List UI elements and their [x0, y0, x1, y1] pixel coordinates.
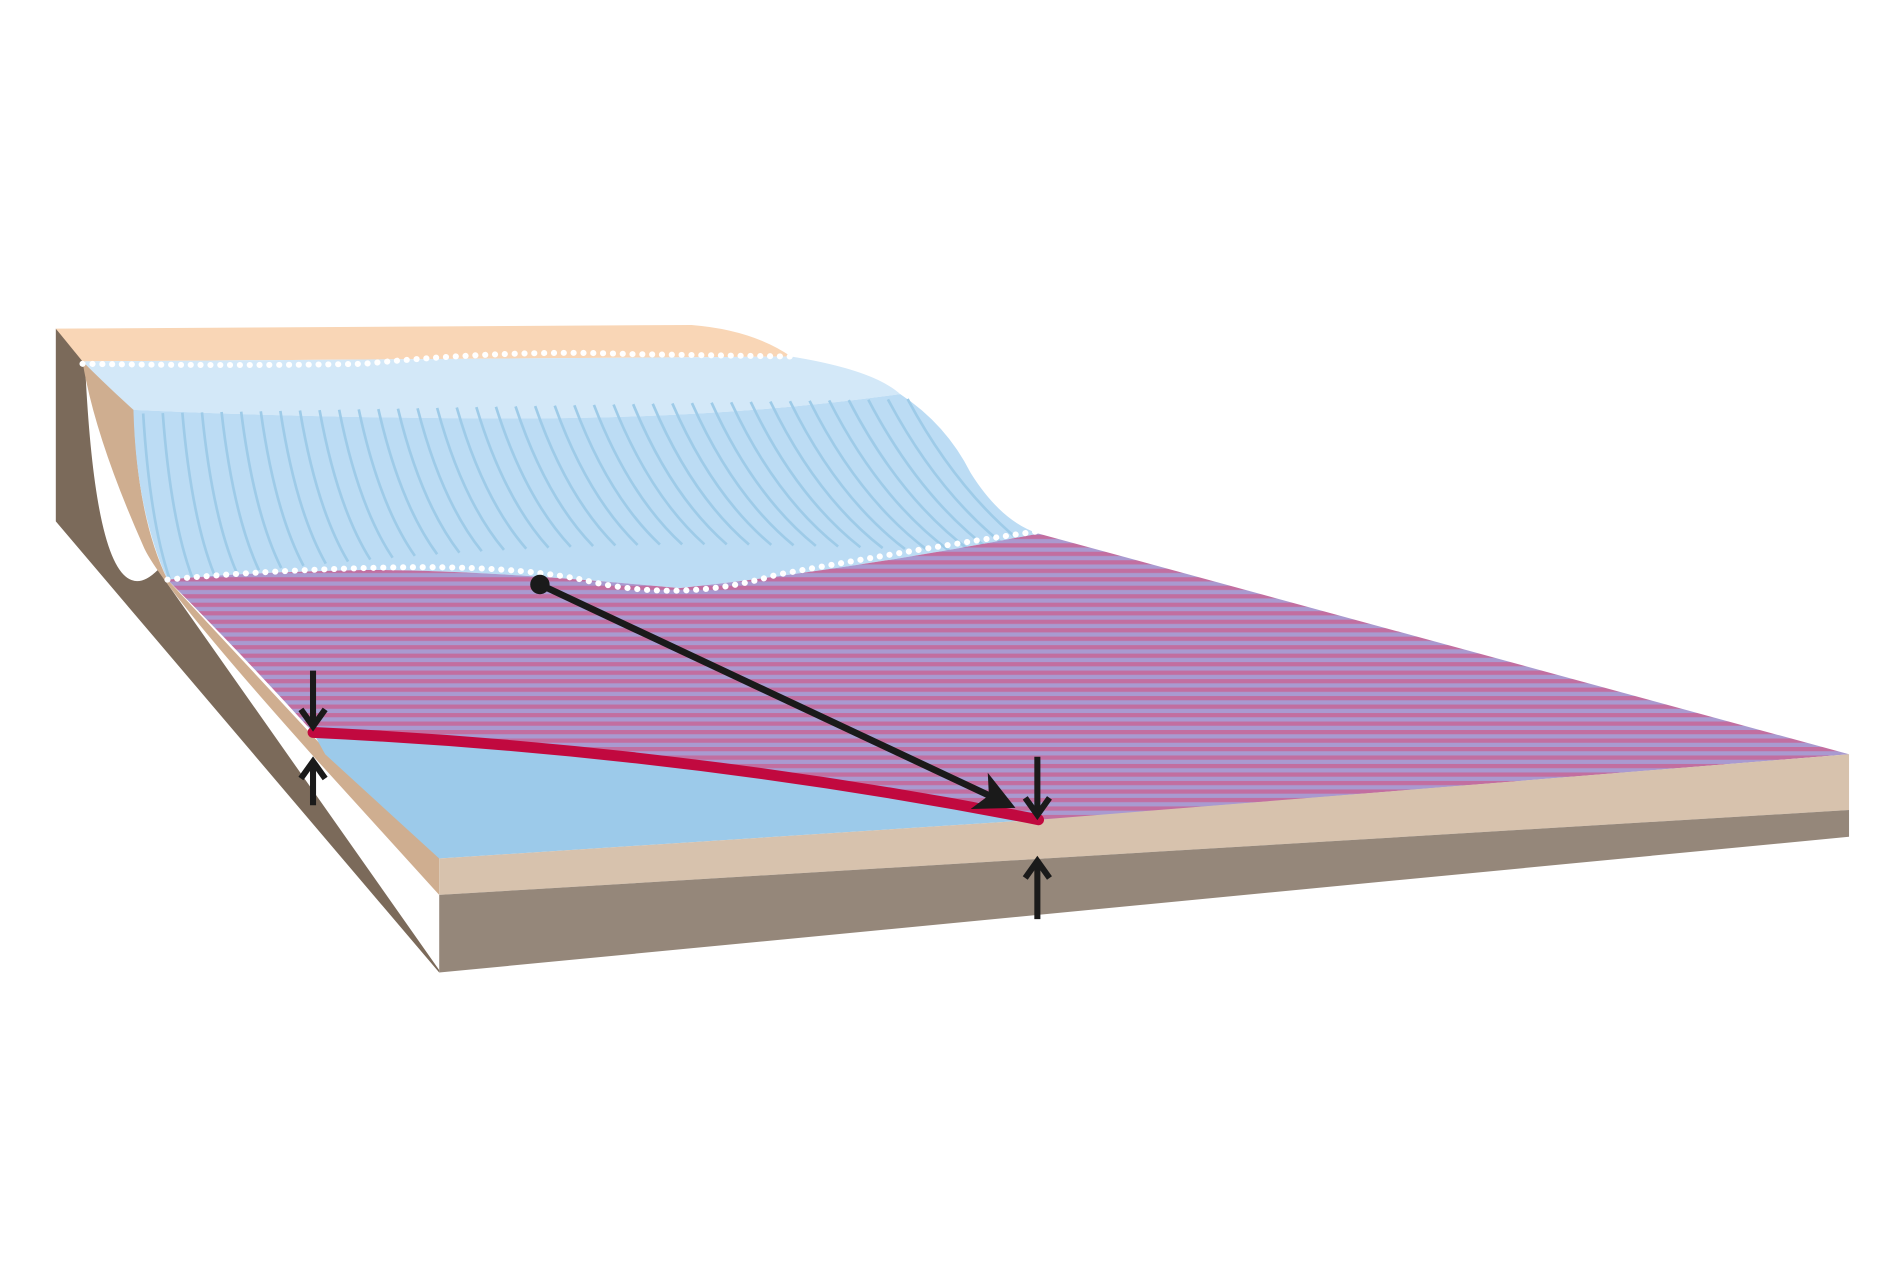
- vertical-movement-arrows: [298, 670, 1052, 920]
- right-up-arrow: [1022, 855, 1052, 920]
- ice-flow-line: [612, 404, 706, 546]
- ice-flow-line: [435, 407, 506, 551]
- ice-flow-line: [181, 412, 216, 576]
- ice-flow-line: [592, 404, 684, 546]
- ice-flow-line: [788, 400, 906, 551]
- left-up-arrow: [298, 756, 328, 806]
- ice-flow-line: [651, 403, 750, 546]
- ice-flow-line: [279, 410, 327, 565]
- ice-flow-line: [141, 413, 172, 581]
- ice-flow-line: [239, 411, 283, 569]
- ice-flow-line: [416, 407, 483, 553]
- ice-flow-line: [377, 408, 439, 556]
- ice-flow-line: [533, 405, 617, 547]
- ice-flow-line: [710, 402, 817, 547]
- glacier-ice-top: [82, 356, 901, 419]
- ice-flow-line: [847, 399, 973, 554]
- subglacial-water-cavity: [313, 732, 1039, 859]
- bedrock-front-bottom: [439, 810, 1850, 973]
- ice-flow-line: [769, 400, 884, 550]
- ice-flow-line: [827, 399, 951, 553]
- migration-arrow-shaft: [538, 581, 1016, 809]
- ice-flow-line: [200, 412, 238, 574]
- ice-flow-line: [808, 400, 929, 552]
- ice-flow-line: [886, 398, 1018, 556]
- lower-boundary-dots: [164, 528, 1042, 594]
- ice-flow-line: [396, 408, 461, 554]
- ice-flow-line: [514, 406, 595, 547]
- ice-flow-line: [494, 406, 572, 548]
- ice-flow-line: [337, 409, 394, 559]
- ice-flow-line: [729, 401, 839, 548]
- ice-flow-line: [631, 403, 728, 546]
- ice-flow-line: [553, 405, 639, 546]
- ice-flow-line: [259, 411, 305, 567]
- bedrock-slope-face: [82, 361, 440, 895]
- ice-flow-line: [690, 402, 795, 547]
- left-down-arrow: [298, 670, 328, 732]
- sediment-front-top: [439, 754, 1850, 895]
- migration-arrow: [530, 574, 1016, 809]
- ice-flow-line: [298, 410, 350, 563]
- ice-flow-line: [749, 401, 862, 549]
- upper-boundary-dots: [79, 349, 795, 369]
- grounding-line: [307, 726, 1045, 826]
- ice-flow-line: [671, 402, 773, 546]
- ice-flow-line: [475, 406, 550, 549]
- land-surface: [55, 324, 792, 362]
- ice-flow-line: [455, 407, 528, 550]
- right-down-arrow: [1022, 756, 1052, 821]
- ice-flow-line: [357, 409, 416, 557]
- ice-flow-lines: [141, 398, 1040, 581]
- ice-flow-line: [573, 404, 661, 546]
- ice-flow-line: [161, 413, 194, 578]
- ice-flow-line: [318, 409, 372, 561]
- ice-flow-line: [220, 411, 261, 571]
